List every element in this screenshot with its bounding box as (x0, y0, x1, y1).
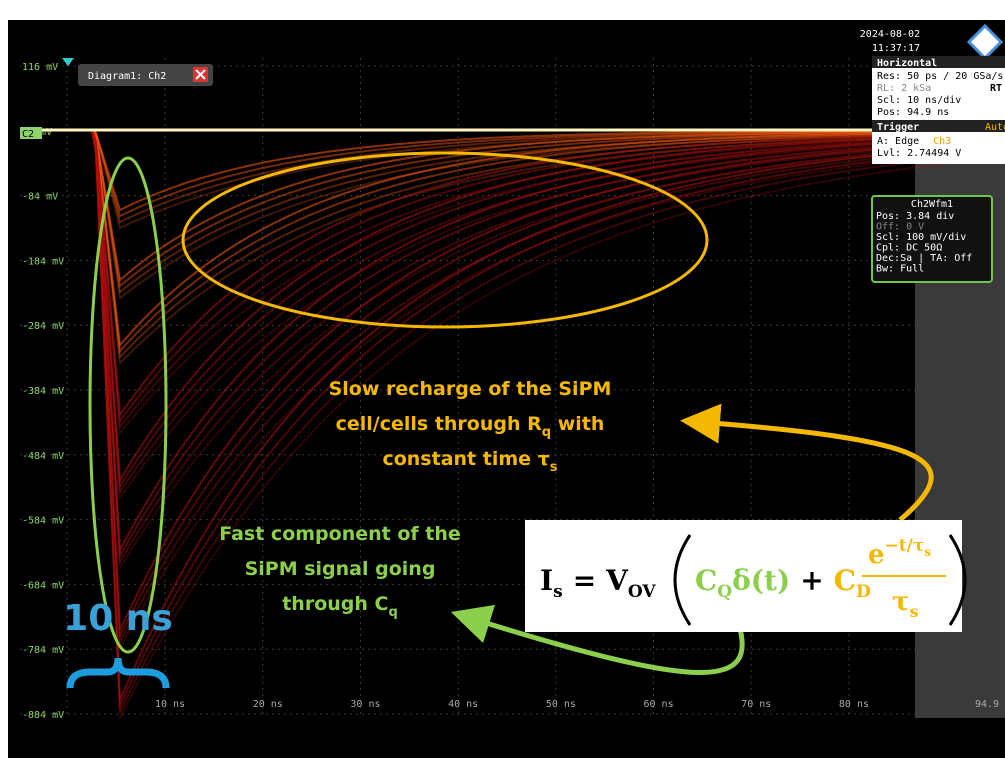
x-axis-label: 30 ns (350, 699, 380, 710)
fast-text: SiPM signal going (245, 558, 436, 580)
panel-line: Scl: 100 mV/div (876, 232, 966, 243)
text-part: cell/cells through R (336, 413, 543, 435)
panel-line: Off: 0 V (876, 222, 924, 233)
y-axis-label: -284 mV (22, 321, 64, 332)
panel-line: Pos: 3.84 div (876, 211, 954, 222)
y-axis-label: -184 mV (22, 256, 64, 267)
panel-line: RL: 2 kSa (877, 83, 931, 94)
panel-mode: RT (990, 83, 1002, 94)
panel-line: Dec:Sa | TA: Off (876, 253, 972, 264)
oscilloscope-screen: 116 mV16 mV-84 mV-184 mV-284 mV-384 mV-4… (0, 0, 1005, 758)
f-sub: s (553, 582, 563, 602)
y-axis-label: 116 mV (22, 62, 58, 73)
trigger-title: Trigger (877, 121, 919, 133)
f-sub: D (856, 582, 871, 602)
f-part: C (834, 564, 856, 597)
y-axis-label: -584 mV (22, 516, 64, 527)
f-part: δ(t) (732, 564, 790, 597)
x-axis-label: 80 ns (839, 699, 869, 710)
channel-marker: C2 (22, 129, 34, 140)
f-sub: s (910, 602, 919, 621)
y-axis-label: -484 mV (22, 451, 64, 462)
trigger-type: A: Edge (877, 136, 919, 147)
x-axis-label: 10 ns (155, 699, 185, 710)
panel-line: Bw: Full (876, 264, 924, 275)
y-axis-label: -84 mV (22, 192, 58, 203)
x-axis-label: 60 ns (644, 699, 674, 710)
panel-line: Cpl: DC 50Ω (876, 243, 942, 254)
y-axis-label: -384 mV (22, 386, 64, 397)
f-sub: Q (717, 582, 732, 602)
f-part: V (605, 564, 629, 597)
f-sub: s (924, 545, 931, 559)
x-axis-label: 40 ns (448, 699, 478, 710)
subscript: q (388, 605, 397, 620)
f-part: e (868, 540, 885, 570)
trigger-level: Lvl: 2.74494 V (877, 148, 961, 159)
trigger-mode: Auto (985, 122, 1005, 133)
panel-line: Res: 50 ps / 20 GSa/s (877, 71, 1003, 82)
panel-line: Pos: 94.9 ns (877, 107, 949, 118)
text-part: with (551, 413, 604, 435)
f-part: τ (892, 587, 910, 617)
trigger-source: A: Edge Ch3 (877, 136, 951, 147)
text-part: through C (282, 593, 388, 615)
slow-text: Slow recharge of the SiPM (329, 378, 612, 400)
f-sub: OV (628, 582, 657, 602)
fast-text: Fast component of the (219, 523, 461, 545)
x-axis-label: 20 ns (253, 699, 283, 710)
f-sup: −t/τ (885, 536, 925, 556)
date: 2024-08-02 (860, 29, 920, 40)
x-axis-label: 94.9 ns (975, 699, 1005, 710)
y-axis-label: -684 mV (22, 580, 64, 591)
y-axis-label: -784 mV (22, 645, 64, 656)
panel-title: Horizontal (877, 57, 937, 69)
x-axis-label: 50 ns (546, 699, 576, 710)
subscript: s (550, 460, 558, 475)
waveform-panel-title: Ch2Wfm1 (911, 199, 953, 210)
text-part: constant time τ (382, 448, 549, 470)
f-part: C (695, 564, 717, 597)
f-part: + (800, 564, 823, 597)
trigger-channel: Ch3 (933, 136, 951, 147)
time: 11:37:17 (872, 43, 920, 54)
f-part: = (573, 564, 596, 597)
subscript: q (542, 425, 551, 440)
tab-label: Diagram1: Ch2 (88, 71, 166, 82)
panel-line: Scl: 10 ns/div (877, 95, 961, 106)
y-axis-label: -884 mV (22, 710, 64, 721)
x-axis-label: 70 ns (741, 699, 771, 710)
f-part: I (540, 564, 553, 597)
scale-label: 10 ns (63, 598, 173, 639)
